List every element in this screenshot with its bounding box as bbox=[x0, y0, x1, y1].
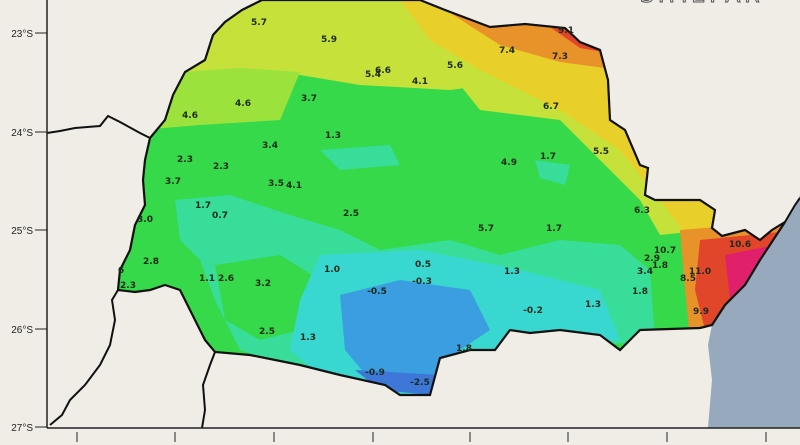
station-value-label: 2.3 bbox=[177, 155, 193, 165]
watermark-logo: SIMEPAR bbox=[640, 0, 764, 8]
station-value-label: 4.1 bbox=[286, 181, 302, 191]
lat-tick-label: 27°S bbox=[11, 423, 33, 434]
station-value-label: -0.3 bbox=[412, 277, 432, 287]
ocean bbox=[708, 195, 800, 428]
station-value-label: 3.5 bbox=[268, 179, 284, 189]
station-value-label: 1.7 bbox=[195, 201, 211, 211]
station-value-label: 1.1 bbox=[199, 274, 215, 284]
station-value-label: 7.4 bbox=[499, 46, 515, 56]
station-value-label: 5.7 bbox=[251, 18, 267, 28]
station-value-label: 1.3 bbox=[325, 131, 341, 141]
station-value-label: 5.9 bbox=[321, 35, 337, 45]
station-value-label: 9.1 bbox=[558, 26, 574, 36]
state-border-sao-paulo-coast bbox=[784, 197, 800, 223]
station-value-label: 1.3 bbox=[300, 333, 316, 343]
map-frame: 23°S 24°S 25°S 26°S 27°S bbox=[11, 0, 800, 442]
station-value-label: 2.5 bbox=[259, 327, 275, 337]
station-value-label: 10.7 bbox=[654, 246, 676, 256]
station-value-label: 2.6 bbox=[218, 274, 234, 284]
station-value-label: 0.7 bbox=[212, 211, 228, 221]
station-value-label: 4.1 bbox=[412, 77, 428, 87]
station-value-label: 8.5 bbox=[680, 274, 696, 284]
station-value-label: 6.7 bbox=[543, 102, 559, 112]
station-value-label: 9.9 bbox=[693, 307, 709, 317]
country-border-paraguay bbox=[46, 114, 151, 139]
station-value-label: 1.0 bbox=[324, 265, 340, 275]
station-value-label: 6.6 bbox=[375, 66, 391, 76]
country-border-argentina bbox=[49, 289, 119, 426]
station-value-label: 2.3 bbox=[213, 162, 229, 172]
station-value-label: 2.8 bbox=[143, 257, 159, 267]
station-value-label: 0.5 bbox=[415, 260, 431, 270]
station-labels: 5.7 5.9 5.46.6 4.1 5.6 7.4 7.3 9.1 6.7 4.6 4.6 3.7 1… bbox=[118, 18, 751, 388]
station-value-label: -0.5 bbox=[367, 287, 387, 297]
station-value-label: 5.6 bbox=[447, 61, 463, 71]
lat-tick-label: 23°S bbox=[11, 29, 33, 40]
station-value-label: 3.7 bbox=[301, 94, 317, 104]
station-value-label: 5.4 bbox=[365, 70, 381, 80]
station-value-label: 5.5 bbox=[593, 147, 609, 157]
station-value-label: 1.3 bbox=[585, 300, 601, 310]
station-value-label: 3.7 bbox=[165, 177, 181, 187]
station-value-label: 1.8 bbox=[632, 287, 648, 297]
station-value-label: 4.6 bbox=[182, 111, 198, 121]
station-value-label: -0.2 bbox=[523, 306, 543, 316]
state-border-santa-catarina bbox=[201, 351, 216, 429]
lat-tick-label: 26°S bbox=[11, 325, 33, 336]
station-value-label: 7.3 bbox=[552, 52, 568, 62]
station-value-label: -0.9 bbox=[365, 368, 385, 378]
station-value-label: 3.4 bbox=[262, 141, 278, 151]
station-value-label: 2.3 bbox=[120, 281, 136, 291]
station-value-label: 3.2 bbox=[255, 279, 271, 289]
station-value-label: 1.7 bbox=[546, 224, 562, 234]
station-value-label: 4.9 bbox=[501, 158, 517, 168]
station-value-label: 1.3 bbox=[504, 267, 520, 277]
station-value-label: 2.5 bbox=[343, 209, 359, 219]
station-value-label: 5.7 bbox=[478, 224, 494, 234]
station-value-label: 1.8 bbox=[652, 261, 668, 271]
station-value-label: 3.4 bbox=[637, 267, 653, 277]
station-value-label: 2.9 bbox=[644, 254, 660, 264]
station-value-label: 6 bbox=[118, 266, 124, 276]
station-value-label: -2.5 bbox=[410, 378, 430, 388]
station-value-label: 10.6 bbox=[729, 240, 751, 250]
station-value-label: 3.0 bbox=[137, 215, 153, 225]
station-value-label: 1.7 bbox=[540, 152, 556, 162]
lat-tick-label: 25°S bbox=[11, 226, 33, 237]
station-value-label: 6.3 bbox=[634, 206, 650, 216]
station-value-label: 11.0 bbox=[689, 267, 711, 277]
station-value-label: 4.6 bbox=[235, 99, 251, 109]
station-value-label: 1.8 bbox=[456, 344, 472, 354]
lat-tick-label: 24°S bbox=[11, 128, 33, 139]
